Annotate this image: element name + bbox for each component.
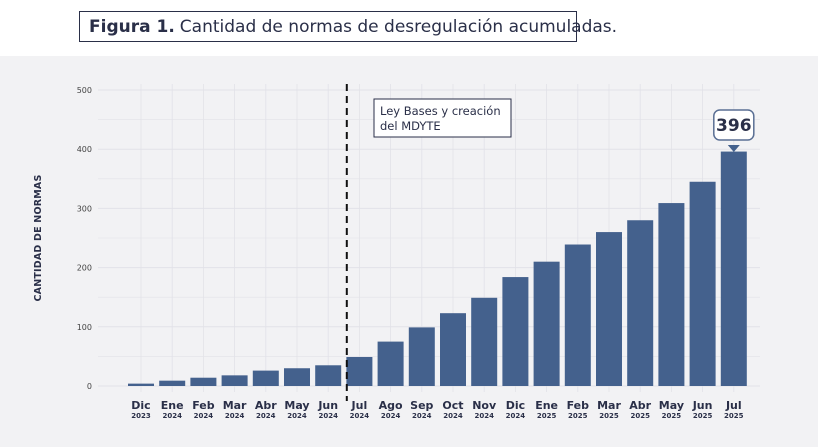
x-tick-month: Abr <box>629 399 651 412</box>
bar <box>627 220 654 386</box>
x-tick-month: Nov <box>472 399 497 412</box>
x-tick-year: 2024 <box>474 412 494 420</box>
x-tick-month: Jun <box>692 399 713 412</box>
bar <box>221 375 248 386</box>
annotation-text: del MDYTE <box>380 119 441 133</box>
x-tick-month: Dic <box>506 399 525 412</box>
x-tick-month: Feb <box>192 399 215 412</box>
x-tick-year: 2024 <box>506 412 526 420</box>
x-tick-year: 2023 <box>131 412 151 420</box>
bar <box>377 341 404 386</box>
bar <box>346 356 373 386</box>
bar <box>471 297 498 386</box>
x-tick-year: 2024 <box>350 412 370 420</box>
bar <box>252 370 279 386</box>
x-tick-month: Ene <box>161 399 184 412</box>
bar <box>502 277 529 386</box>
bar <box>408 327 435 386</box>
bar <box>190 377 217 386</box>
x-tick-month: May <box>284 399 309 412</box>
x-tick-month: May <box>659 399 684 412</box>
bar <box>284 368 310 386</box>
x-tick-year: 2024 <box>381 412 401 420</box>
bar <box>315 365 342 386</box>
x-tick-month: Ene <box>535 399 558 412</box>
x-tick-month: Feb <box>567 399 590 412</box>
y-tick-label: 500 <box>77 86 92 95</box>
figure-caption: Figura 1. Cantidad de normas de desregul… <box>79 11 617 42</box>
annotation-box <box>373 98 512 138</box>
x-tick-month: Jun <box>317 399 338 412</box>
bar <box>658 203 685 386</box>
x-tick-year: 2025 <box>630 412 650 420</box>
bar <box>689 181 716 386</box>
x-tick-month: Sep <box>410 399 433 412</box>
figure-label: Figura 1. <box>89 16 175 37</box>
x-tick-year: 2025 <box>662 412 682 420</box>
bar <box>128 383 154 386</box>
x-tick-year: 2024 <box>194 412 214 420</box>
x-tick-year: 2024 <box>287 412 307 420</box>
y-tick-label: 200 <box>77 264 92 273</box>
x-tick-year: 2024 <box>225 412 245 420</box>
x-tick-year: 2025 <box>568 412 588 420</box>
callout-box <box>713 109 755 141</box>
x-tick-year: 2024 <box>443 412 463 420</box>
x-tick-month: Dic <box>131 399 150 412</box>
y-tick-label: 400 <box>77 145 92 154</box>
annotation-text: Ley Bases y creación <box>380 104 501 118</box>
x-tick-month: Mar <box>223 399 247 412</box>
y-axis-label: CANTIDAD DE NORMAS <box>33 175 44 302</box>
figure-title: Cantidad de normas de desregulación acum… <box>179 16 618 37</box>
bar <box>720 151 747 386</box>
x-tick-year: 2024 <box>318 412 338 420</box>
x-tick-month: Ago <box>379 399 403 412</box>
x-tick-month: Jul <box>725 399 742 412</box>
x-tick-year: 2024 <box>162 412 182 420</box>
x-tick-month: Oct <box>442 399 463 412</box>
x-tick-month: Abr <box>255 399 277 412</box>
x-tick-year: 2025 <box>599 412 619 420</box>
y-tick-label: 0 <box>87 382 92 391</box>
x-tick-year: 2025 <box>537 412 557 420</box>
bar <box>440 313 466 386</box>
x-tick-year: 2025 <box>693 412 713 420</box>
bar <box>596 232 622 386</box>
x-tick-month: Jul <box>351 399 368 412</box>
y-tick-label: 100 <box>77 323 92 332</box>
x-tick-year: 2024 <box>256 412 276 420</box>
x-tick-year: 2025 <box>724 412 744 420</box>
callout-pointer <box>727 145 740 152</box>
x-tick-month: Mar <box>597 399 621 412</box>
bar <box>564 244 591 386</box>
y-tick-label: 300 <box>77 204 92 213</box>
callout-value: 396 <box>716 116 752 136</box>
chart-panel: 0 100 200 300 400 500 CANTIDAD DE NORMAS Dic 202… <box>0 56 818 447</box>
x-tick-year: 2024 <box>412 412 432 420</box>
bar <box>159 380 186 386</box>
bar <box>533 261 560 386</box>
